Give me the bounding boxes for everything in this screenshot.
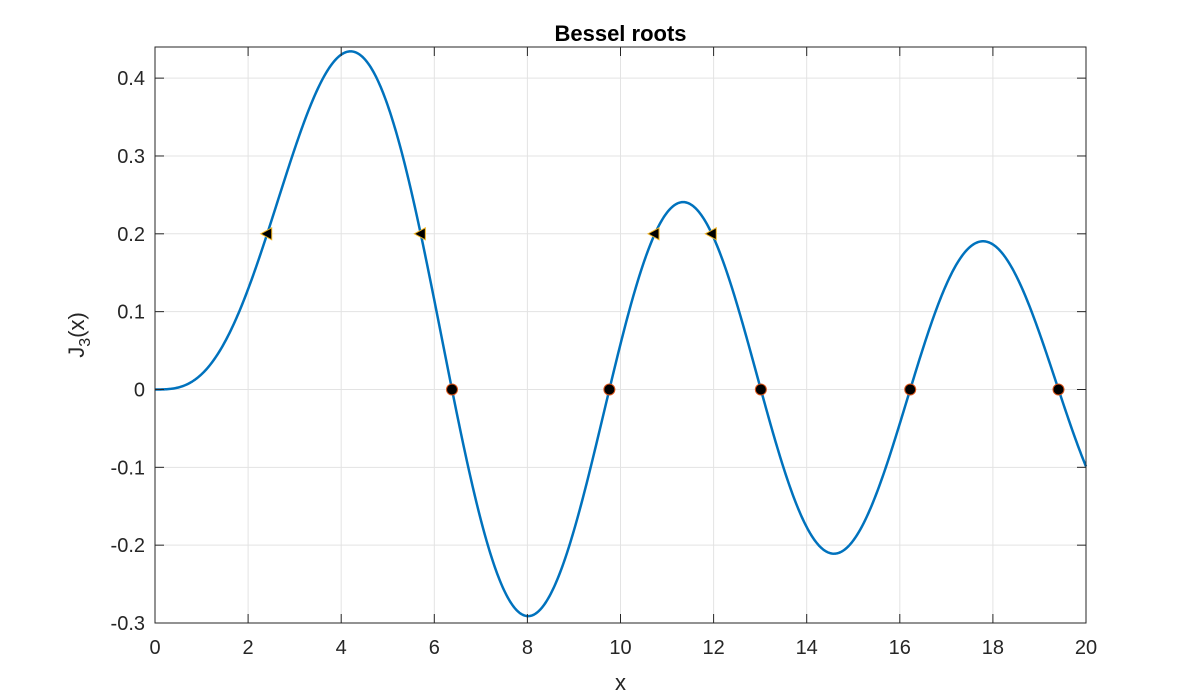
- level-crossing-marker: [646, 226, 660, 241]
- marker-layer: [259, 226, 1065, 396]
- x-tick-label: 4: [336, 637, 347, 659]
- level-crossing-marker: [413, 226, 426, 241]
- bessel-curve: [154, 50, 1088, 618]
- x-tick-label: 2: [243, 637, 254, 659]
- y-tick-labels: -0.3 -0.2 -0.1 0 0.1 0.2 0.3 0.4: [111, 68, 145, 635]
- y-tick-label: 0.3: [117, 146, 145, 168]
- chart-title: Bessel roots: [554, 21, 686, 46]
- y-tick-label: -0.2: [111, 535, 145, 557]
- y-axis-label-base: J: [64, 347, 89, 358]
- root-marker: [1052, 383, 1065, 396]
- curve-layer: [154, 50, 1088, 618]
- y-tick-label: 0.4: [117, 68, 145, 90]
- x-tick-label: 8: [522, 637, 533, 659]
- y-axis-label-subscript: 3: [77, 338, 94, 347]
- root-marker: [904, 383, 917, 396]
- root-marker: [603, 383, 616, 396]
- y-tick-label: -0.1: [111, 457, 145, 479]
- y-axis-label: J3(x): [64, 312, 94, 358]
- x-tick-label: 6: [429, 637, 440, 659]
- x-tick-label: 16: [889, 637, 911, 659]
- x-tick-label: 14: [796, 637, 818, 659]
- root-marker: [754, 383, 767, 396]
- y-tick-label: -0.3: [111, 613, 145, 635]
- y-tick-label: 0: [134, 379, 145, 401]
- x-axis-label: x: [615, 670, 626, 695]
- y-tick-label: 0.2: [117, 224, 145, 246]
- level-crossing-marker: [259, 226, 273, 241]
- level-crossing-marker: [704, 226, 717, 241]
- x-tick-label: 20: [1075, 637, 1097, 659]
- y-tick-label: 0.1: [117, 302, 145, 324]
- x-tick-labels: 0 2 4 6 8 10 12 14 16 18 20: [149, 637, 1097, 659]
- y-axis-label-tail: (x): [64, 312, 89, 338]
- tick-layer: [154, 47, 1087, 624]
- x-tick-label: 12: [702, 637, 724, 659]
- x-tick-label: 10: [609, 637, 631, 659]
- x-tick-label: 18: [982, 637, 1004, 659]
- root-marker: [445, 383, 458, 396]
- x-tick-label: 0: [149, 637, 160, 659]
